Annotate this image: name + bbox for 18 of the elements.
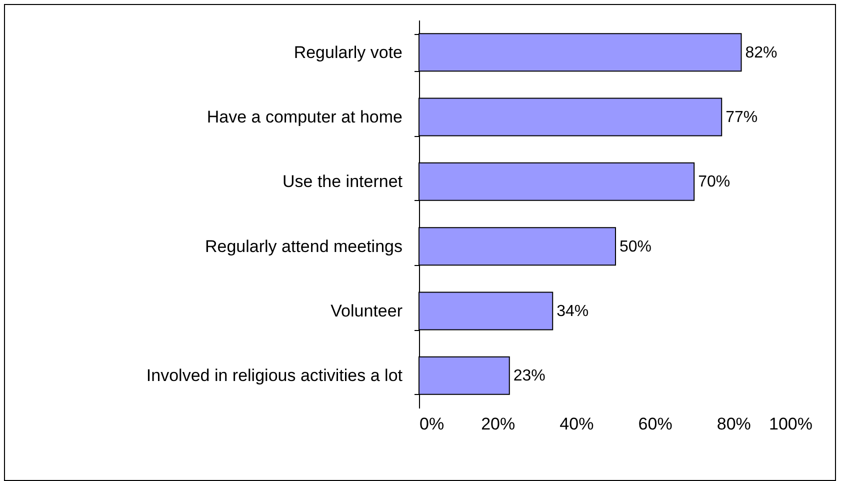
x-tick-label: 80%: [716, 414, 751, 434]
data-label: 23%: [513, 368, 546, 385]
data-label: 82%: [745, 44, 778, 62]
data-label: 70%: [698, 174, 730, 191]
data-label: 50%: [620, 238, 652, 256]
y-tick-label: Volunteer: [330, 302, 403, 320]
data-label: 34%: [556, 303, 589, 320]
y-tick-label: Regularly vote: [294, 42, 402, 62]
y-tick-label: Use the internet: [282, 172, 403, 192]
y-tick-label: Have a computer at home: [206, 108, 402, 126]
y-tick-label: Involved in religious activities a lot: [146, 366, 403, 386]
y-tick-label: Regularly attend meetings: [204, 236, 402, 256]
data-label: 77%: [726, 109, 758, 126]
x-tick-label: 60%: [638, 414, 672, 434]
x-tick-label: 100%: [769, 414, 812, 434]
x-tick-label: 20%: [481, 414, 516, 434]
x-tick-label: 0%: [420, 414, 444, 434]
x-tick-label: 40%: [560, 414, 594, 434]
